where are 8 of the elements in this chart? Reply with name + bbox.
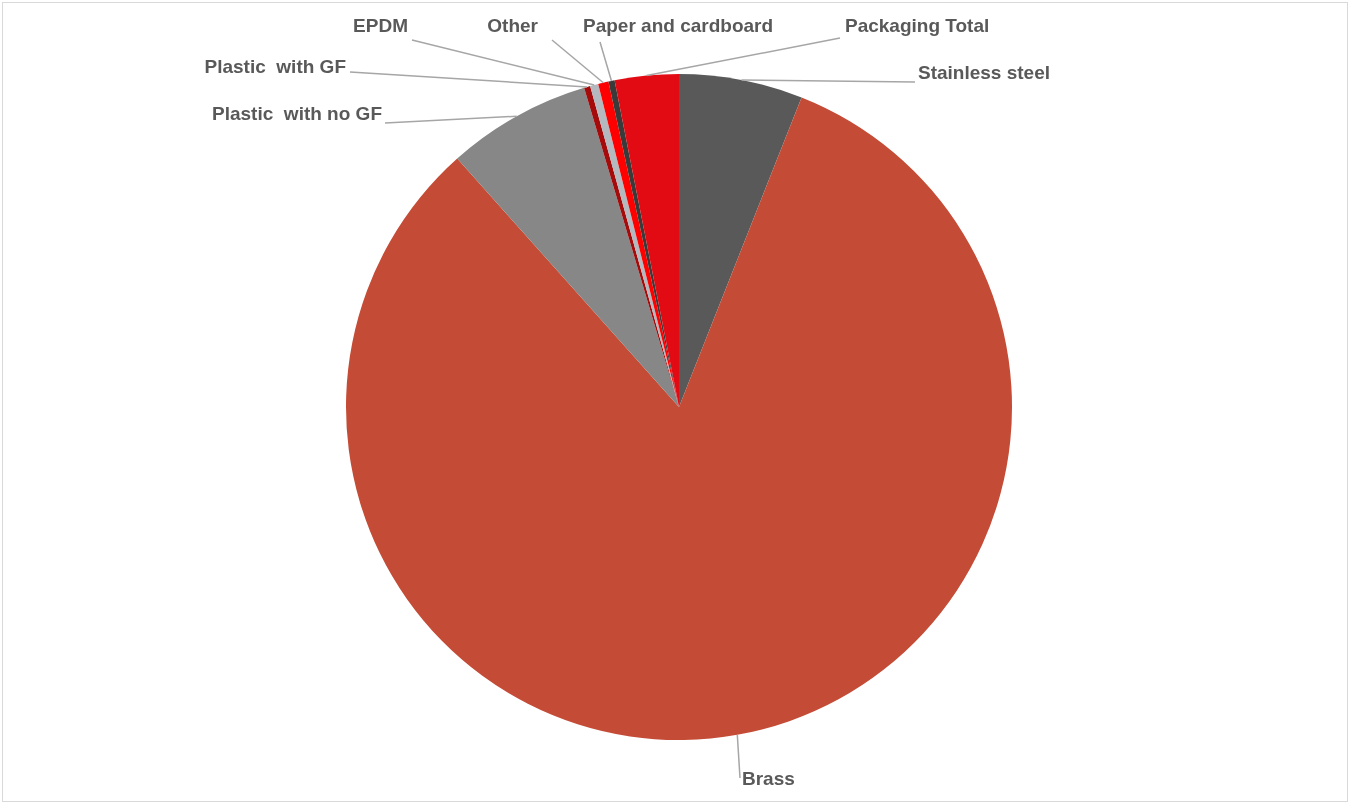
slice-label: EPDM	[353, 15, 408, 37]
slice-label: Plastic with GF	[204, 56, 346, 78]
slice-label: Brass	[742, 768, 795, 790]
slice-label: Packaging Total	[845, 15, 990, 37]
slice-label: Paper and cardboard	[583, 15, 774, 37]
slice-label: Plastic with no GF	[212, 103, 382, 125]
slice-label: Stainless steel	[918, 62, 1051, 84]
slice-label: Other	[487, 15, 539, 37]
